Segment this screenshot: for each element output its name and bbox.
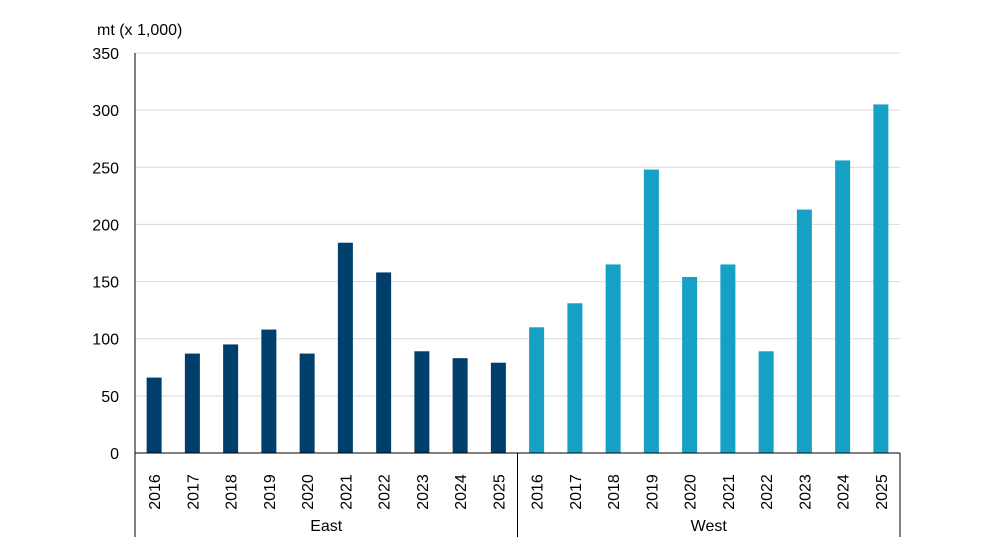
x-tick-label: 2024 [453, 474, 470, 510]
bar [184, 353, 200, 453]
x-tick-label: 2021 [721, 474, 738, 510]
x-tick-label: 2024 [836, 474, 853, 510]
x-tick-label: 2018 [224, 474, 241, 510]
bar [490, 362, 506, 453]
y-tick-label: 0 [110, 446, 119, 463]
x-tick-label: 2022 [759, 474, 776, 510]
bar [261, 329, 277, 453]
x-tick-label: 2017 [568, 474, 585, 510]
bar [414, 351, 430, 453]
x-tick-label: 2017 [185, 474, 202, 510]
x-tick-label: 2022 [377, 474, 394, 510]
y-tick-label: 150 [92, 275, 119, 292]
axes: 0 50 100 150 200 250 300 350 2016 2017 2018 2019 202… [92, 46, 901, 537]
bar [299, 353, 315, 453]
bar [223, 344, 239, 453]
x-tick-label: 2023 [415, 474, 432, 510]
y-axis-label: mt (x 1,000) [97, 22, 182, 39]
bar [605, 264, 621, 453]
bar [529, 327, 545, 453]
y-tick-label: 350 [92, 46, 119, 63]
bar [720, 264, 736, 453]
bar [835, 160, 851, 453]
x-tick-label: 2025 [874, 474, 891, 510]
bars [146, 104, 889, 454]
bar [643, 169, 659, 454]
bar [567, 303, 583, 453]
group-label: East [310, 518, 343, 535]
bar [682, 277, 698, 453]
y-tick-label: 200 [92, 217, 119, 234]
y-tick-label: 300 [92, 103, 119, 120]
x-tick-label: 2018 [606, 474, 623, 510]
x-tick-label: 2021 [338, 474, 355, 510]
y-tick-label: 250 [92, 160, 119, 177]
bar [337, 242, 353, 453]
x-tick-label: 2019 [644, 474, 661, 510]
group-label: West [691, 518, 728, 535]
bar [758, 351, 774, 453]
y-tick-label: 50 [101, 389, 119, 406]
x-tick-label: 2016 [530, 474, 547, 510]
x-tick-label: 2019 [262, 474, 279, 510]
bar [796, 209, 812, 453]
gridlines [135, 52, 900, 397]
x-tick-label: 2023 [797, 474, 814, 510]
y-tick-label: 100 [92, 332, 119, 349]
bar [376, 272, 392, 453]
x-tick-label: 2020 [683, 474, 700, 510]
bar [873, 104, 889, 453]
x-tick-label: 2025 [491, 474, 508, 510]
x-tick-label: 2016 [147, 474, 164, 510]
x-tick-label: 2020 [300, 474, 317, 510]
bar [452, 358, 468, 453]
bar [146, 377, 162, 453]
